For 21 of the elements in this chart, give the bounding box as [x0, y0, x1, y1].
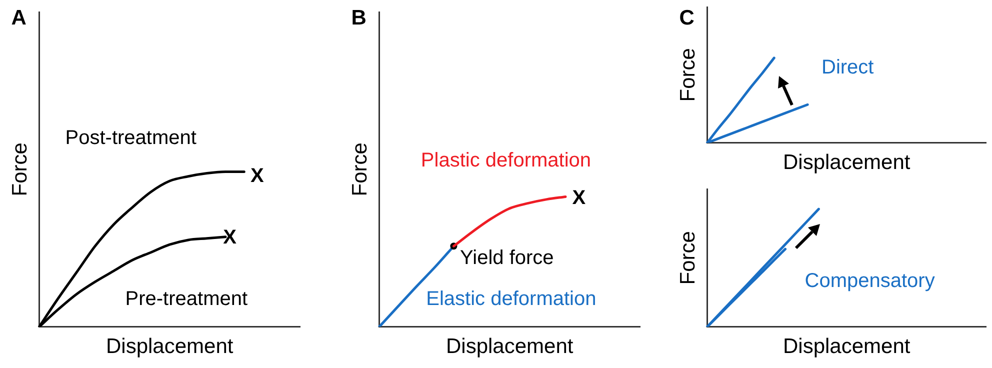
x-axis-title: Displacement — [106, 335, 234, 358]
series-label: Elastic deformation — [426, 288, 596, 310]
annotation: X — [223, 226, 238, 248]
x-axis-title: Displacement — [782, 151, 910, 174]
x-axis-title: Displacement — [446, 335, 574, 358]
chart-title: B — [351, 6, 366, 30]
annotation: Compensatory — [804, 270, 935, 292]
y-axis-title: Force — [676, 231, 700, 285]
annotation: X — [250, 164, 264, 187]
series-label: Plastic deformation — [420, 149, 592, 172]
y-axis-title: Force — [676, 48, 700, 102]
annotation: Yield force — [460, 246, 554, 269]
chart-title: C — [679, 6, 694, 30]
series-label: Post-treatment — [65, 127, 197, 150]
x-axis-title: Displacement — [782, 335, 910, 358]
annotation: X — [572, 187, 586, 210]
y-axis-title: Force — [348, 142, 372, 196]
chart-title: A — [11, 6, 26, 30]
series-label: Pre-treatment — [125, 288, 248, 310]
y-axis-title: Force — [8, 142, 32, 196]
annotation: Direct — [822, 56, 874, 79]
